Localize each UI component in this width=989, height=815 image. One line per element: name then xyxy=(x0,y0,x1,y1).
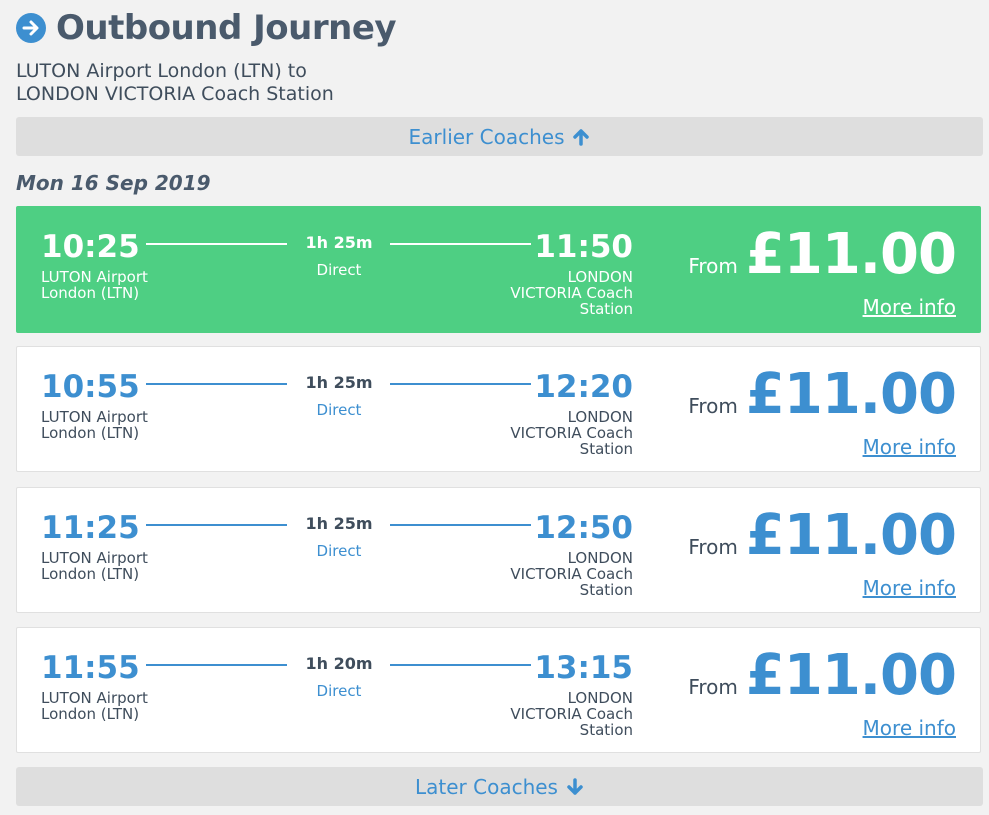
later-coaches-button[interactable]: Later Coaches xyxy=(16,767,983,806)
price-from-label: From xyxy=(688,254,738,278)
arrival-station-line: Station xyxy=(579,721,633,739)
journey-duration: 1h 25m xyxy=(305,233,373,252)
route-line xyxy=(146,383,287,385)
arrival-station-line: VICTORIA Coach xyxy=(510,705,633,723)
route-description: LUTON Airport London (LTN) to LONDON VIC… xyxy=(16,60,334,106)
arrival-station-line: VICTORIA Coach xyxy=(510,424,633,442)
journey-duration: 1h 20m xyxy=(305,654,373,673)
departure-time: 10:55 xyxy=(41,369,140,405)
price-from-label: From xyxy=(688,535,738,559)
arrival-station-line: LONDON xyxy=(567,408,633,426)
journey-card[interactable]: 11:55 LUTON Airport London (LTN) 1h 20m D… xyxy=(16,627,981,753)
arrival-station: LONDON VICTORIA Coach Station xyxy=(483,269,633,317)
departure-station-line: LUTON Airport xyxy=(41,549,148,567)
journey-card[interactable]: 10:25 LUTON Airport London (LTN) 1h 25m D… xyxy=(16,206,981,333)
departure-station: LUTON Airport London (LTN) xyxy=(41,409,191,441)
departure-time: 11:55 xyxy=(41,650,140,686)
arrival-station: LONDON VICTORIA Coach Station xyxy=(483,690,633,738)
arrival-station-line: Station xyxy=(579,440,633,458)
arrow-down-icon xyxy=(567,777,583,795)
journey-duration: 1h 25m xyxy=(305,373,373,392)
arrow-right-icon xyxy=(16,13,46,43)
more-info-link[interactable]: More info xyxy=(862,576,956,600)
arrival-station-line: Station xyxy=(579,581,633,599)
price: From £11.00 xyxy=(688,222,957,287)
journey-type: Direct xyxy=(316,261,362,279)
departure-station-line: LUTON Airport xyxy=(41,689,148,707)
journey-type: Direct xyxy=(316,542,362,560)
earlier-coaches-button[interactable]: Earlier Coaches xyxy=(16,117,983,156)
route-line xyxy=(146,664,287,666)
route-line xyxy=(390,664,531,666)
departure-time: 11:25 xyxy=(41,510,140,546)
arrival-station-line: LONDON xyxy=(567,549,633,567)
earlier-coaches-label: Earlier Coaches xyxy=(408,124,565,149)
departure-station-line: LUTON Airport xyxy=(41,268,148,286)
departure-station-line: London (LTN) xyxy=(41,284,140,302)
journey-type: Direct xyxy=(316,401,362,419)
arrival-time: 13:15 xyxy=(534,650,633,686)
arrow-up-icon xyxy=(573,128,590,146)
price-amount: £11.00 xyxy=(745,362,957,427)
arrival-time: 12:20 xyxy=(534,369,633,405)
route-line xyxy=(146,243,287,245)
arrival-station-line: LONDON xyxy=(567,689,633,707)
more-info-link[interactable]: More info xyxy=(862,435,956,459)
arrival-station: LONDON VICTORIA Coach Station xyxy=(483,550,633,598)
more-info-link[interactable]: More info xyxy=(862,295,956,319)
journey-date: Mon 16 Sep 2019 xyxy=(16,171,211,195)
journey-card[interactable]: 10:55 LUTON Airport London (LTN) 1h 25m D… xyxy=(16,346,981,472)
departure-station: LUTON Airport London (LTN) xyxy=(41,550,191,582)
arrival-station-line: VICTORIA Coach xyxy=(510,565,633,583)
route-line xyxy=(390,524,531,526)
arrival-time: 12:50 xyxy=(534,510,633,546)
arrival-station-line: VICTORIA Coach xyxy=(510,284,633,302)
price: From £11.00 xyxy=(688,503,957,568)
more-info-link[interactable]: More info xyxy=(862,716,956,740)
price-amount: £11.00 xyxy=(745,222,957,287)
page-title: Outbound Journey xyxy=(56,8,397,48)
departure-station: LUTON Airport London (LTN) xyxy=(41,269,191,301)
later-coaches-label: Later Coaches xyxy=(415,774,558,799)
journey-card[interactable]: 11:25 LUTON Airport London (LTN) 1h 25m D… xyxy=(16,487,981,613)
route-line xyxy=(390,243,531,245)
departure-station-line: LUTON Airport xyxy=(41,408,148,426)
price: From £11.00 xyxy=(688,643,957,708)
arrival-time: 11:50 xyxy=(534,229,633,265)
arrival-station: LONDON VICTORIA Coach Station xyxy=(483,409,633,457)
route-line xyxy=(146,524,287,526)
price: From £11.00 xyxy=(688,362,957,427)
departure-time: 10:25 xyxy=(41,229,140,265)
route-origin: LUTON Airport London (LTN) to xyxy=(16,60,307,82)
route-line xyxy=(390,383,531,385)
page-header: Outbound Journey xyxy=(16,8,397,48)
price-amount: £11.00 xyxy=(745,643,957,708)
arrival-station-line: LONDON xyxy=(567,268,633,286)
arrival-station-line: Station xyxy=(579,300,633,318)
price-from-label: From xyxy=(688,675,738,699)
journey-duration: 1h 25m xyxy=(305,514,373,533)
departure-station-line: London (LTN) xyxy=(41,565,140,583)
departure-station-line: London (LTN) xyxy=(41,705,140,723)
departure-station-line: London (LTN) xyxy=(41,424,140,442)
price-amount: £11.00 xyxy=(745,503,957,568)
journey-type: Direct xyxy=(316,682,362,700)
departure-station: LUTON Airport London (LTN) xyxy=(41,690,191,722)
price-from-label: From xyxy=(688,394,738,418)
route-destination: LONDON VICTORIA Coach Station xyxy=(16,83,334,105)
